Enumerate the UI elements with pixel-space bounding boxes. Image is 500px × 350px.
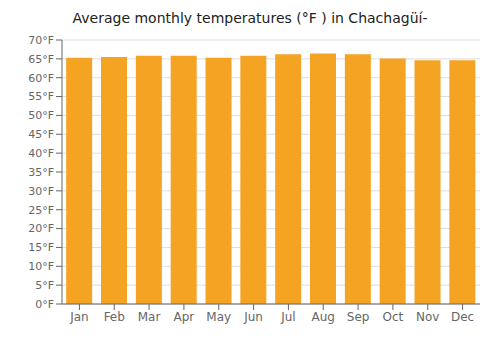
svg-text:45°F: 45°F — [28, 128, 54, 141]
svg-text:Dec: Dec — [451, 310, 474, 324]
svg-text:65°F: 65°F — [28, 53, 54, 66]
svg-text:Nov: Nov — [416, 310, 439, 324]
svg-text:55°F: 55°F — [28, 90, 54, 103]
svg-text:40°F: 40°F — [28, 147, 54, 160]
svg-text:10°F: 10°F — [28, 260, 54, 273]
svg-text:Aug: Aug — [312, 310, 335, 324]
svg-text:5°F: 5°F — [35, 279, 54, 292]
svg-text:70°F: 70°F — [28, 34, 54, 47]
svg-text:May: May — [206, 310, 231, 324]
svg-text:50°F: 50°F — [28, 109, 54, 122]
svg-text:Mar: Mar — [138, 310, 161, 324]
svg-text:Apr: Apr — [174, 310, 195, 324]
svg-text:Feb: Feb — [104, 310, 125, 324]
svg-text:15°F: 15°F — [28, 241, 54, 254]
svg-text:0°F: 0°F — [35, 298, 54, 311]
svg-text:30°F: 30°F — [28, 185, 54, 198]
svg-text:Jul: Jul — [280, 310, 295, 324]
svg-text:25°F: 25°F — [28, 204, 54, 217]
svg-text:35°F: 35°F — [28, 166, 54, 179]
svg-text:Jan: Jan — [69, 310, 89, 324]
svg-text:60°F: 60°F — [28, 72, 54, 85]
svg-text:20°F: 20°F — [28, 222, 54, 235]
svg-text:Oct: Oct — [383, 310, 404, 324]
html-text:Average monthly temperatures (: Average monthly temperatures (°F ) in Ch… — [72, 10, 428, 26]
svg-text:Jun: Jun — [243, 310, 263, 324]
svg-text:Sep: Sep — [347, 310, 370, 324]
